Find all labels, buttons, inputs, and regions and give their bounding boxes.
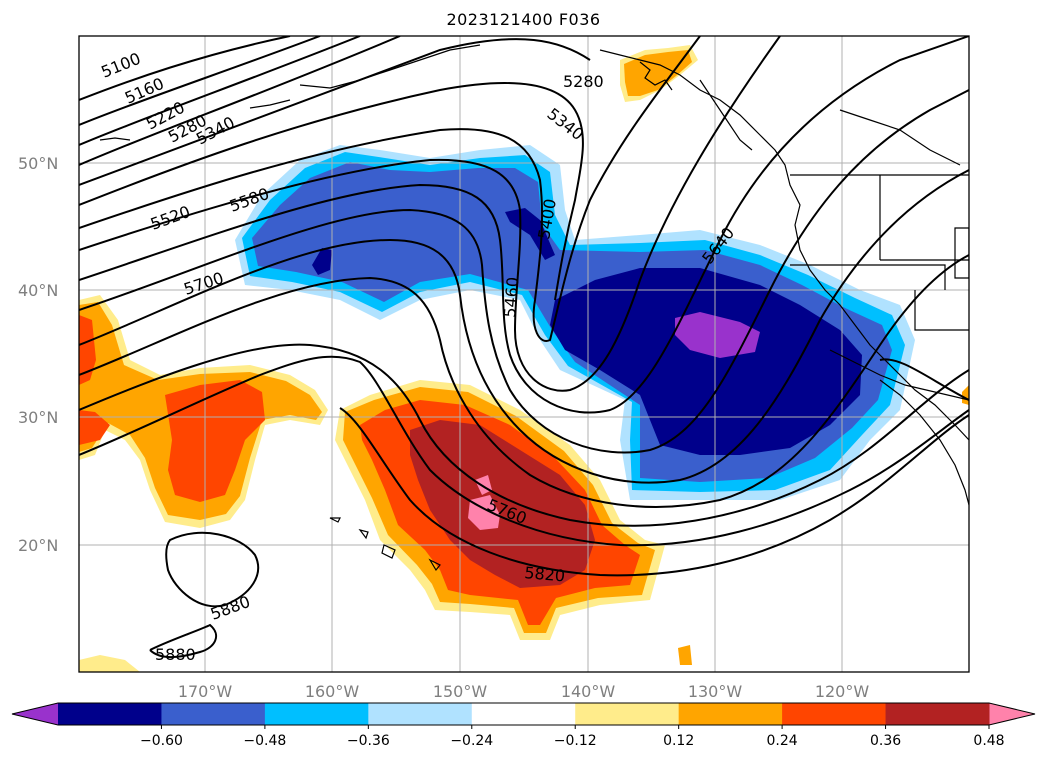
colorbar-tick-label: 0.12 xyxy=(663,733,694,749)
colorbar-segment xyxy=(782,703,887,725)
colorbar-left-extension xyxy=(12,703,58,725)
lat-label: 50°N xyxy=(18,154,58,173)
latitude-axis: 50°N 40°N 30°N 20°N xyxy=(18,154,58,555)
colorbar-segment xyxy=(885,703,990,725)
colorbar-tick-label: −0.24 xyxy=(450,733,493,749)
lon-label: 170°W xyxy=(178,682,233,701)
lon-label: 140°W xyxy=(561,682,616,701)
graticule xyxy=(79,36,969,672)
lon-label: 150°W xyxy=(433,682,488,701)
map-title: 2023121400 F036 xyxy=(446,10,601,29)
lon-label: 120°W xyxy=(815,682,870,701)
longitude-axis: 170°W 160°W 150°W 140°W 130°W 120°W xyxy=(178,682,870,701)
height-contours xyxy=(79,36,969,658)
contour-label: 5820 xyxy=(524,563,566,585)
lon-label: 130°W xyxy=(688,682,743,701)
colorbar-tick-label: −0.60 xyxy=(140,733,183,749)
lat-label: 40°N xyxy=(18,281,58,300)
colorbar-right-extension xyxy=(989,703,1035,725)
colorbar-tick-label: −0.48 xyxy=(243,733,286,749)
colorbar-segment xyxy=(575,703,680,725)
colorbar-tick-label: 0.24 xyxy=(767,733,798,749)
lat-label: 30°N xyxy=(18,408,58,427)
contour-label: 5880 xyxy=(155,645,196,664)
colorbar-tick-label: −0.12 xyxy=(554,733,597,749)
contour-label: 5460 xyxy=(500,276,522,318)
negative-anomaly-shading xyxy=(235,145,915,500)
lon-label: 160°W xyxy=(305,682,360,701)
map-frame xyxy=(78,35,970,673)
colorbar-segment xyxy=(264,703,369,725)
colorbar-segment xyxy=(471,703,576,725)
colorbar-tick-label: 0.48 xyxy=(973,733,1004,749)
colorbar-tick-label: 0.36 xyxy=(870,733,901,749)
map-area: 5100 5160 5220 5280 5340 5280 5340 5520 … xyxy=(79,36,969,672)
lat-label: 20°N xyxy=(18,536,58,555)
colorbar-segment xyxy=(161,703,266,725)
colorbar-segment xyxy=(58,703,162,725)
colorbar-segment xyxy=(678,703,783,725)
positive-anomaly-shading xyxy=(79,45,969,672)
colorbar-segment xyxy=(368,703,473,725)
colorbar: −0.60 −0.48 −0.36 −0.24 −0.12 0.12 0.24 0.36 0.4… xyxy=(11,702,1036,749)
coastlines xyxy=(99,44,969,572)
colorbar-tick-label: −0.36 xyxy=(347,733,390,749)
contour-label: 5280 xyxy=(563,72,604,91)
